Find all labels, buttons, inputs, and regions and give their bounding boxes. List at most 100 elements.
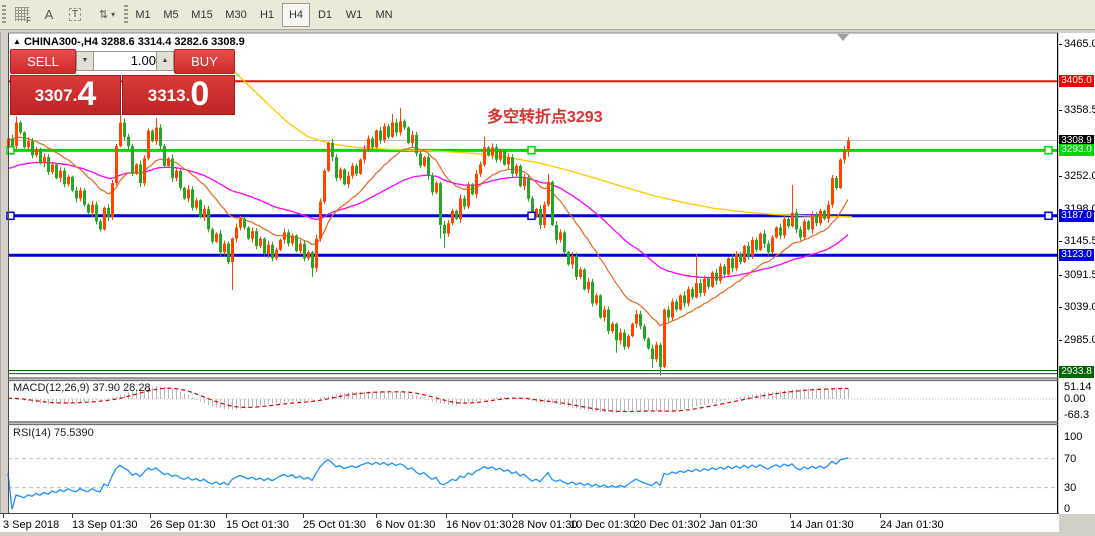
chart-shift-marker[interactable] bbox=[837, 34, 849, 41]
hline-handle[interactable] bbox=[6, 211, 15, 221]
price-badge: 2933.8 bbox=[1059, 366, 1094, 378]
timeframe-button-H4[interactable]: H4 bbox=[282, 3, 310, 27]
macd-axis-label: 0.00 bbox=[1064, 393, 1086, 405]
timeframe-button-M15[interactable]: M15 bbox=[191, 9, 213, 21]
macd-signal-line bbox=[7, 387, 848, 413]
time-label: 28 Nov 01:30 bbox=[512, 519, 578, 531]
time-label: 14 Jan 01:30 bbox=[790, 519, 854, 531]
price-tick-label: 3091.5 bbox=[1064, 269, 1095, 281]
candles-layer bbox=[7, 107, 850, 376]
time-tick-mark bbox=[3, 514, 4, 518]
price-badge: 3187.0 bbox=[1059, 210, 1094, 222]
hline-handle[interactable] bbox=[527, 146, 536, 155]
time-tick-mark bbox=[512, 514, 513, 518]
hline-handle[interactable] bbox=[1044, 211, 1053, 221]
collapse-arrow-icon[interactable]: ▲ bbox=[13, 37, 21, 46]
time-label: 10 Dec 01:30 bbox=[570, 519, 636, 531]
price-tick-label: 2985.0 bbox=[1064, 334, 1095, 346]
hline-handle[interactable] bbox=[1044, 146, 1053, 155]
macd-axis-label: 51.14 bbox=[1064, 381, 1092, 393]
price-tick-mark bbox=[1059, 275, 1062, 276]
time-label: 15 Oct 01:30 bbox=[226, 519, 289, 531]
rsi-axis-label: 30 bbox=[1064, 482, 1077, 494]
text-label-tool-icon[interactable]: T bbox=[62, 3, 88, 25]
buy-price-display[interactable]: 3313.0 bbox=[122, 75, 235, 115]
price-tick-label: 3465.0 bbox=[1064, 38, 1095, 50]
sell-price-display[interactable]: 3307.4 bbox=[10, 75, 121, 115]
macd-axis-label: -68.3 bbox=[1064, 409, 1090, 421]
time-tick-mark bbox=[303, 514, 304, 518]
symbol-ohlc: 3288.6 3314.4 3282.6 3308.9 bbox=[101, 36, 245, 48]
hline-handle[interactable] bbox=[527, 211, 536, 221]
hline-handle[interactable] bbox=[6, 146, 15, 155]
timeframe-button-MN[interactable]: MN bbox=[375, 9, 393, 21]
rsi-axis-label: 70 bbox=[1064, 453, 1077, 465]
one-click-trade-panel: SELL ▼ 1.00 ▲ BUY 3307.4 3313.0 bbox=[10, 47, 235, 115]
period-grid-tool-icon[interactable]: F bbox=[10, 3, 34, 25]
price-tick-mark bbox=[1059, 307, 1062, 308]
time-tick-mark bbox=[150, 514, 151, 518]
time-tick-mark bbox=[634, 514, 635, 518]
time-tick-mark bbox=[790, 514, 791, 518]
volume-down-button[interactable]: ▼ bbox=[76, 51, 94, 71]
chart-text-annotation[interactable]: 多空转折点3293 bbox=[487, 109, 603, 126]
timeframe-button-M5[interactable]: M5 bbox=[163, 9, 179, 21]
time-tick-mark bbox=[376, 514, 377, 518]
price-tick-label: 3145.5 bbox=[1064, 235, 1095, 247]
grid-icon: F bbox=[15, 7, 31, 25]
time-label: 24 Jan 01:30 bbox=[880, 519, 944, 531]
price-badge: 3405.0 bbox=[1059, 75, 1094, 87]
symbol-header: ▲ CHINA300-,H4 3288.6 3314.4 3282.6 3308… bbox=[13, 36, 245, 48]
time-label: 25 Oct 01:30 bbox=[303, 519, 366, 531]
time-label: 3 Sep 2018 bbox=[3, 519, 60, 531]
rsi-axis-label: 0 bbox=[1064, 503, 1071, 515]
timeframe-button-H1[interactable]: H1 bbox=[259, 9, 275, 21]
buy-button[interactable]: BUY bbox=[174, 49, 235, 75]
time-tick-mark bbox=[226, 514, 227, 518]
time-label: 2 Jan 01:30 bbox=[700, 519, 758, 531]
ma-slow-yellow bbox=[232, 69, 853, 218]
time-axis[interactable]: 3 Sep 2018 13 Sep 01:30 26 Sep 01:30 15 Oct… bbox=[0, 514, 1059, 532]
volume-up-button[interactable]: ▲ bbox=[156, 51, 174, 71]
price-axis[interactable]: 3465.0 3358.5 3252.0 3198.0 3145.5 3091.5 3039… bbox=[1059, 33, 1095, 515]
toolbar-grip[interactable] bbox=[124, 5, 128, 23]
rsi-label: RSI(14) 75.5390 bbox=[13, 427, 94, 439]
cycle-arrows-tool-icon[interactable]: ⇅ ▾ bbox=[98, 8, 116, 21]
symbol-name: CHINA300-,H4 bbox=[23, 36, 98, 48]
time-tick-mark bbox=[72, 514, 73, 518]
toolbar: F A T ⇅ ▾ M1 M5 M15 M30 H1 H4 D1 W1 MN bbox=[0, 0, 1095, 30]
timeframe-button-D1[interactable]: D1 bbox=[317, 9, 333, 21]
volume-input[interactable]: 1.00 bbox=[93, 51, 161, 71]
time-label: 26 Sep 01:30 bbox=[150, 519, 216, 531]
chevron-up-icon: ▲ bbox=[161, 57, 169, 64]
time-tick-mark bbox=[880, 514, 881, 518]
time-label: 13 Sep 01:30 bbox=[72, 519, 138, 531]
chevron-down-icon: ▾ bbox=[111, 9, 116, 19]
price-badge: 3293.0 bbox=[1059, 144, 1094, 156]
price-tick-mark bbox=[1059, 340, 1062, 341]
price-tick-label: 3252.0 bbox=[1064, 170, 1095, 182]
macd-label: MACD(12,26,9) 37.90 28.28 bbox=[13, 382, 151, 394]
chevron-down-icon: ▼ bbox=[81, 57, 89, 64]
price-badge: 3123.0 bbox=[1059, 249, 1094, 261]
time-tick-mark bbox=[570, 514, 571, 518]
price-tick-mark bbox=[1059, 44, 1062, 45]
time-label: 20 Dec 01:30 bbox=[634, 519, 700, 531]
price-tick-mark bbox=[1059, 241, 1062, 242]
timeframe-button-W1[interactable]: W1 bbox=[345, 9, 363, 21]
time-tick-mark bbox=[700, 514, 701, 518]
price-tick-mark bbox=[1059, 110, 1062, 111]
rsi-line bbox=[7, 457, 849, 510]
timeframe-button-M30[interactable]: M30 bbox=[225, 9, 247, 21]
price-tick-label: 3358.5 bbox=[1064, 104, 1095, 116]
price-tick-mark bbox=[1059, 209, 1062, 210]
timeframe-button-M1[interactable]: M1 bbox=[135, 9, 151, 21]
toolbar-grip[interactable] bbox=[2, 5, 6, 23]
time-tick-mark bbox=[446, 514, 447, 518]
sell-button[interactable]: SELL bbox=[10, 49, 76, 75]
time-label: 16 Nov 01:30 bbox=[446, 519, 512, 531]
price-tick-mark bbox=[1059, 176, 1062, 177]
time-label: 6 Nov 01:30 bbox=[376, 519, 436, 531]
font-tool-icon[interactable]: A bbox=[44, 6, 54, 22]
